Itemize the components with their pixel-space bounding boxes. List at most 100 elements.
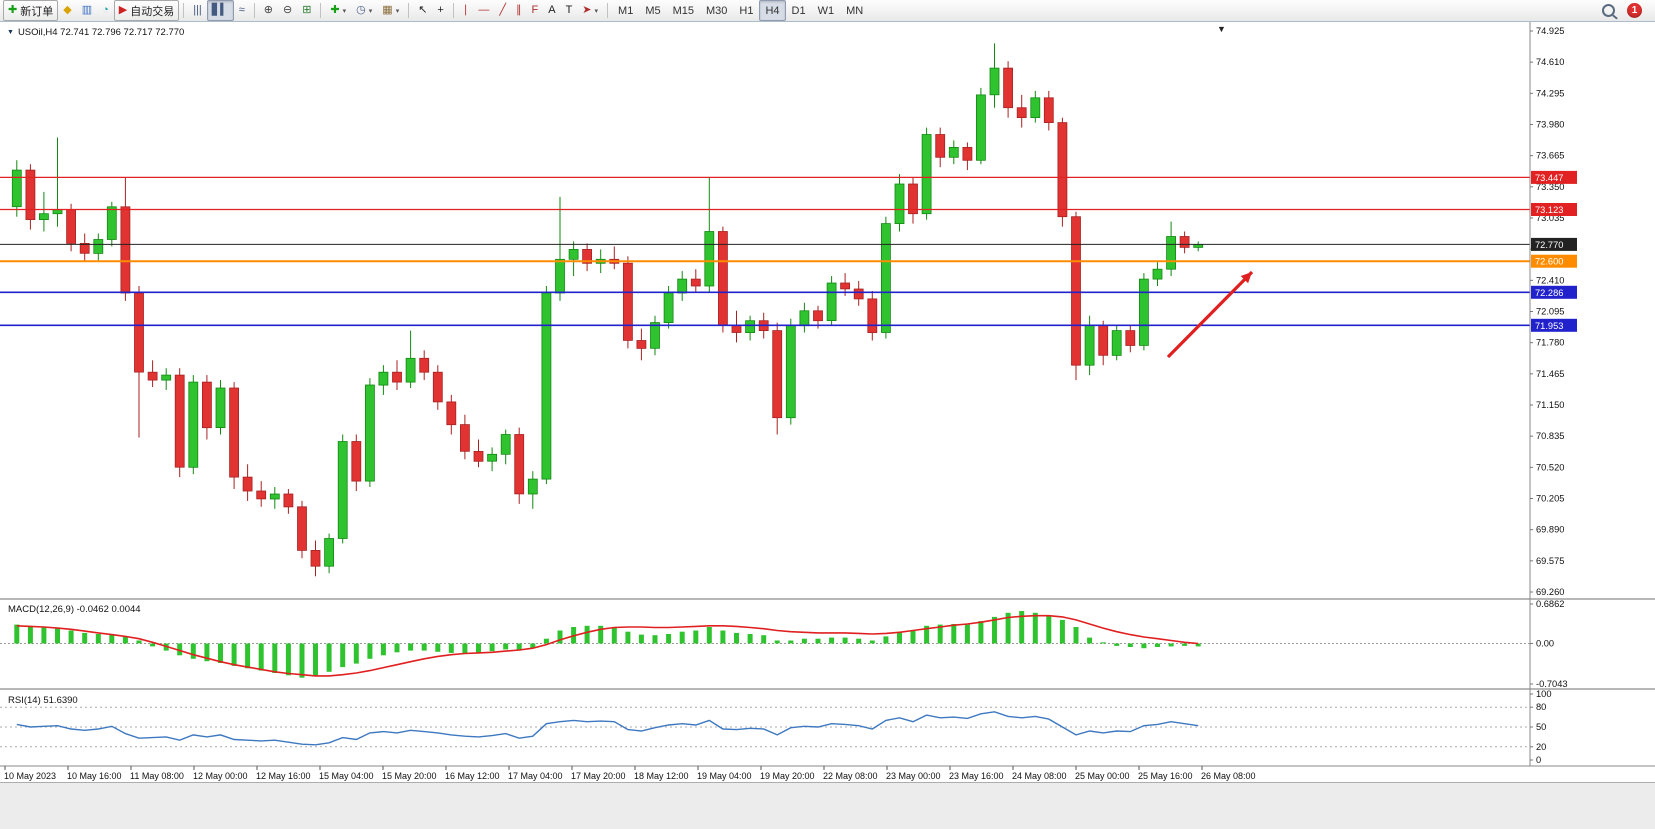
diamond-icon: ◆: [63, 4, 72, 16]
templates-list-button[interactable]: ▦ ▾: [377, 0, 404, 21]
toolbar-separator: [253, 3, 255, 18]
svg-text:100: 100: [1536, 689, 1552, 699]
svg-text:12 May 00:00: 12 May 00:00: [193, 771, 248, 781]
zoom-in-icon: ⊕: [263, 4, 273, 16]
svg-text:25 May 16:00: 25 May 16:00: [1138, 771, 1193, 781]
timeframe-m15-button-label: M15: [672, 4, 694, 17]
metaeditor-button[interactable]: ◆: [58, 0, 76, 21]
macd-signal-line: [16, 614, 1199, 677]
crosshair-button[interactable]: +: [432, 0, 448, 21]
svg-text:23 May 00:00: 23 May 00:00: [886, 771, 941, 781]
timeframe-mn-button-label: MN: [846, 4, 864, 17]
svg-text:23 May 16:00: 23 May 16:00: [949, 771, 1004, 781]
chart-canvas[interactable]: 74.925 74.610 74.295 73.980 73.665 73.350 73.0…: [0, 22, 1655, 782]
rsi-header: RSI(14) 51.6390: [8, 695, 78, 706]
fibonacci-button[interactable]: F: [526, 0, 543, 21]
chart-menu-caret-icon[interactable]: ▼: [7, 29, 14, 36]
chart-type-group: ||| ▋▍ ≈: [188, 0, 250, 21]
indicators-list-button[interactable]: ✚ ▾: [325, 0, 351, 21]
zoom-out-icon: ⊖: [282, 4, 293, 16]
svg-text:71.465: 71.465: [1536, 369, 1564, 379]
horizontal-line-button[interactable]: ―: [473, 0, 494, 21]
vertical-line-icon: ∣: [462, 4, 469, 16]
timeframe-h4-button[interactable]: H4: [759, 0, 786, 21]
svg-text:73.123: 73.123: [1535, 205, 1563, 215]
lists-group: ✚ ▾ ◷ ▾ ▦ ▾: [325, 0, 404, 21]
svg-text:0.00: 0.00: [1536, 638, 1554, 648]
rsi-panel: 100 80 50 20 0 RSI(14) 51.6390: [0, 689, 1552, 765]
data-window-button[interactable]: ▥: [77, 0, 97, 21]
auto-trading-button-label: 自动交易: [130, 5, 175, 18]
tile-windows-icon: ⊞: [302, 4, 312, 16]
chart-window: 74.925 74.610 74.295 73.980 73.665 73.350 73.0…: [0, 22, 1655, 829]
notification-badge[interactable]: 1: [1627, 3, 1642, 18]
trendline-button[interactable]: ╱: [494, 0, 511, 21]
arrow-annotation[interactable]: [1166, 270, 1254, 359]
svg-text:16 May 12:00: 16 May 12:00: [445, 771, 500, 781]
timeframe-h1-button[interactable]: H1: [733, 0, 759, 21]
cursor-button[interactable]: ↖: [413, 0, 432, 21]
new-order-button-label: 新订单: [20, 5, 54, 18]
timeframe-m1-button[interactable]: M1: [612, 0, 639, 21]
timeframe-m30-button[interactable]: M30: [700, 0, 733, 21]
template-icon: ▦: [382, 4, 393, 16]
zoom-in-button[interactable]: ⊕: [259, 0, 278, 21]
label-button[interactable]: T: [561, 0, 578, 21]
candlestick-chart-button[interactable]: ▋▍: [206, 0, 234, 21]
zoom-out-button[interactable]: ⊖: [278, 0, 297, 21]
toolbar-right: 1: [1602, 3, 1652, 18]
new-order-button[interactable]: ✚ 新订单: [3, 0, 59, 21]
svg-text:70.205: 70.205: [1536, 494, 1564, 504]
line-chart-icon: ≈: [238, 4, 245, 16]
dropdown-caret-icon: ▾: [342, 7, 347, 15]
svg-text:0: 0: [1536, 755, 1541, 765]
dropdown-caret-icon: ▾: [368, 7, 373, 15]
auto-trading-icon: ▶: [118, 4, 128, 16]
horizontal-line-objects[interactable]: [0, 176, 1530, 327]
svg-text:11 May 08:00: 11 May 08:00: [130, 771, 184, 781]
timeframe-mn-button[interactable]: MN: [840, 0, 869, 21]
toolbar-separator: [183, 3, 185, 18]
svg-text:0.6862: 0.6862: [1536, 599, 1564, 609]
line-chart-button[interactable]: ≈: [234, 0, 250, 21]
svg-text:-0.7043: -0.7043: [1536, 679, 1568, 689]
new-order-icon: ✚: [8, 4, 18, 16]
svg-text:72.410: 72.410: [1536, 275, 1564, 285]
label-icon: T: [565, 4, 573, 16]
search-icon[interactable]: [1602, 4, 1615, 17]
svg-text:69.890: 69.890: [1536, 525, 1564, 535]
quick-menu-caret-icon[interactable]: ▼: [1217, 24, 1226, 34]
arrows-list-button[interactable]: ➤ ▾: [577, 0, 603, 21]
price-scale[interactable]: 74.925 74.610 74.295 73.980 73.665 73.350 73.0…: [1530, 26, 1564, 597]
timeframe-m5-button[interactable]: M5: [639, 0, 666, 21]
strategy-tester-button[interactable]: ◔: [97, 0, 114, 21]
tile-windows-button[interactable]: ⊞: [297, 0, 316, 21]
timeframe-m15-button[interactable]: M15: [667, 0, 700, 21]
pointer-icon: ↖: [418, 4, 428, 16]
auto-trading-button[interactable]: ▶ 自动交易: [113, 0, 180, 21]
svg-text:72.600: 72.600: [1535, 257, 1563, 267]
svg-text:17 May 04:00: 17 May 04:00: [508, 771, 563, 781]
timeframe-d1-button[interactable]: D1: [786, 0, 812, 21]
timeframe-d1-button-label: D1: [791, 4, 806, 17]
timeframe-w1-button[interactable]: W1: [812, 0, 841, 21]
svg-text:70.835: 70.835: [1536, 431, 1564, 441]
bar-chart-button[interactable]: |||: [188, 0, 207, 21]
periods-list-button[interactable]: ◷ ▾: [351, 0, 377, 21]
svg-text:18 May 12:00: 18 May 12:00: [634, 771, 689, 781]
cursor-group: ↖ +: [413, 0, 449, 21]
candles-icon: ▋▍: [211, 4, 229, 16]
time-scale[interactable]: 10 May 2023 10 May 16:00 11 May 08:00 12 Ma…: [4, 766, 1256, 781]
vertical-line-button[interactable]: ∣: [458, 0, 474, 21]
orders-group: ✚ 新订单 ◆ ▥ ◔ ▶ 自动交易: [3, 0, 180, 21]
svg-text:73.350: 73.350: [1536, 182, 1564, 192]
svg-text:20: 20: [1536, 742, 1546, 752]
svg-text:71.780: 71.780: [1536, 338, 1564, 348]
svg-text:15 May 04:00: 15 May 04:00: [319, 771, 374, 781]
rsi-line: [16, 711, 1199, 746]
svg-text:73.665: 73.665: [1536, 151, 1564, 161]
text-button[interactable]: A: [543, 0, 560, 21]
channel-button[interactable]: ∥: [511, 0, 527, 21]
toolbar-groups: ✚ 新订单 ◆ ▥ ◔ ▶ 自动交易 ||| ▋▍ ≈ ⊕ ⊖ ⊞ ✚ ▾ ◷ ▾ ▦ ▾ ↖ + ∣ ― ╱ ∥ F A T ➤ ▾ M1…: [3, 0, 869, 21]
